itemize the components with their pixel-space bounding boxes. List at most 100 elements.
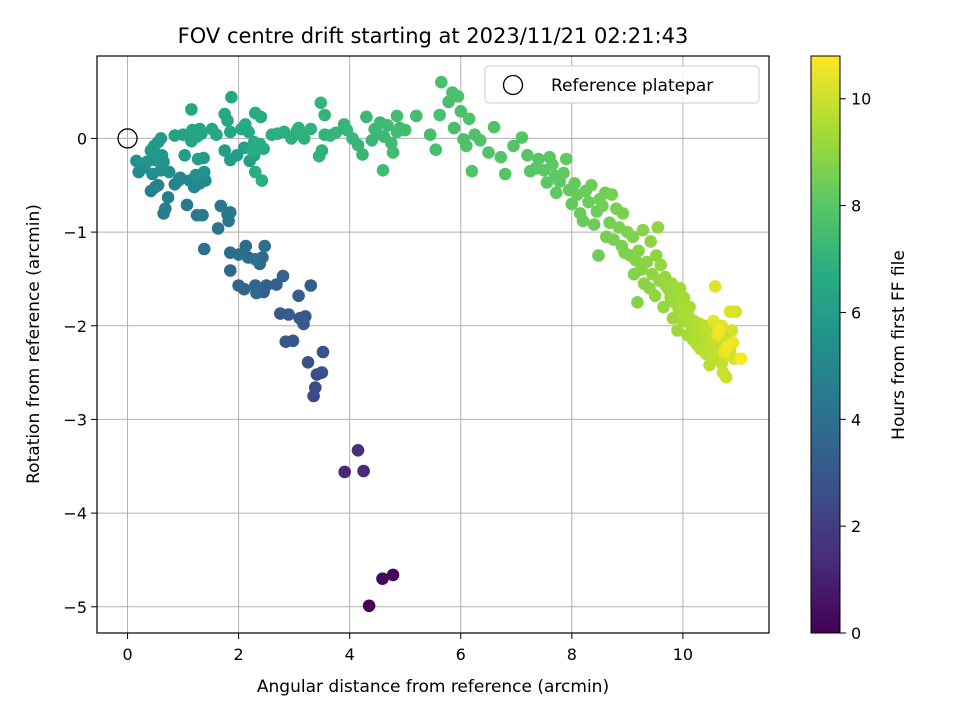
data-point <box>161 191 175 204</box>
data-point <box>557 166 570 180</box>
data-point <box>447 121 461 135</box>
data-point <box>626 230 640 244</box>
data-point <box>487 120 501 134</box>
data-point <box>473 134 487 147</box>
data-point <box>329 126 343 140</box>
y-tick-label: 0 <box>77 129 87 148</box>
data-point <box>560 152 573 166</box>
colorbar-gradient <box>810 55 841 634</box>
data-point <box>193 122 206 136</box>
reference-platepar-marker <box>117 128 138 149</box>
data-point <box>398 123 412 137</box>
data-point <box>654 258 667 272</box>
data-point <box>360 110 373 124</box>
data-point <box>159 202 172 215</box>
data-point <box>715 356 729 370</box>
colorbar-tick-label: 0 <box>851 624 861 643</box>
y-tick-label: −4 <box>63 504 87 523</box>
data-point <box>423 128 437 141</box>
data-point <box>304 122 318 136</box>
legend-box <box>484 65 760 104</box>
data-point <box>429 143 443 156</box>
x-tick-label: 2 <box>234 645 244 664</box>
data-point <box>582 195 595 209</box>
data-point <box>299 310 312 323</box>
data-point <box>351 444 365 457</box>
grid-lines <box>97 56 769 633</box>
data-point <box>532 152 545 166</box>
data-point <box>292 121 305 135</box>
data-point <box>315 144 329 157</box>
data-point <box>723 305 737 319</box>
x-axis-label: Angular distance from reference (arcmin) <box>257 677 609 697</box>
data-point <box>224 125 237 139</box>
data-point <box>221 208 234 221</box>
data-point <box>707 314 720 328</box>
data-point <box>616 207 630 220</box>
chart-title: FOV centre drift starting at 2023/11/21 … <box>178 24 689 48</box>
colorbar-label: Hours from first FF file <box>889 250 909 440</box>
colorbar-tick-label: 10 <box>851 90 871 109</box>
data-point <box>410 109 423 123</box>
data-point <box>515 131 529 144</box>
data-point <box>362 599 376 613</box>
data-point <box>585 179 598 192</box>
data-point <box>636 223 650 237</box>
data-point <box>254 110 268 124</box>
data-point <box>376 164 390 177</box>
data-point <box>286 334 300 348</box>
data-point <box>232 279 245 292</box>
data-point <box>155 149 169 162</box>
plot-frame <box>96 55 770 634</box>
data-point <box>385 136 398 150</box>
data-point <box>357 464 370 478</box>
data-point <box>225 90 238 104</box>
data-point <box>249 252 262 266</box>
data-point <box>130 154 143 168</box>
data-point <box>390 109 404 123</box>
data-point <box>640 255 654 269</box>
data-point <box>250 286 263 300</box>
x-tick-label: 6 <box>456 645 466 664</box>
data-point <box>282 308 295 321</box>
data-point <box>210 128 223 141</box>
data-point <box>657 300 670 314</box>
legend-entry-reference-platepar: Reference platepar <box>551 76 713 96</box>
data-point <box>651 221 665 234</box>
data-point <box>249 165 262 179</box>
data-point <box>603 216 616 229</box>
data-point <box>224 264 237 277</box>
data-point <box>258 239 272 253</box>
data-point <box>260 279 273 292</box>
data-point <box>596 199 609 213</box>
data-point <box>546 158 559 171</box>
data-point <box>521 149 534 162</box>
data-point <box>460 139 473 153</box>
data-point <box>197 242 211 256</box>
data-point <box>149 180 162 194</box>
data-point <box>482 146 495 159</box>
data-point <box>304 279 318 292</box>
legend: Reference platepar <box>484 65 760 104</box>
data-point <box>498 167 512 181</box>
data-point <box>587 218 601 231</box>
data-point <box>297 132 311 145</box>
data-point <box>677 291 691 305</box>
data-point <box>196 208 209 222</box>
x-tick-label: 4 <box>345 645 355 664</box>
data-point <box>568 177 581 190</box>
y-tick-label: −1 <box>63 223 87 242</box>
data-point <box>381 119 394 132</box>
colorbar-ticks: 0 2 4 6 8 10 <box>840 90 871 643</box>
data-point <box>683 300 696 314</box>
data-point <box>507 139 520 153</box>
y-tick-label: −3 <box>63 410 87 429</box>
data-point <box>211 222 225 235</box>
data-point <box>292 289 305 303</box>
x-tick-label: 10 <box>673 645 693 664</box>
data-point <box>435 75 448 89</box>
data-point <box>719 371 733 384</box>
data-point <box>494 150 508 164</box>
data-point <box>721 340 734 353</box>
data-point <box>214 199 228 213</box>
